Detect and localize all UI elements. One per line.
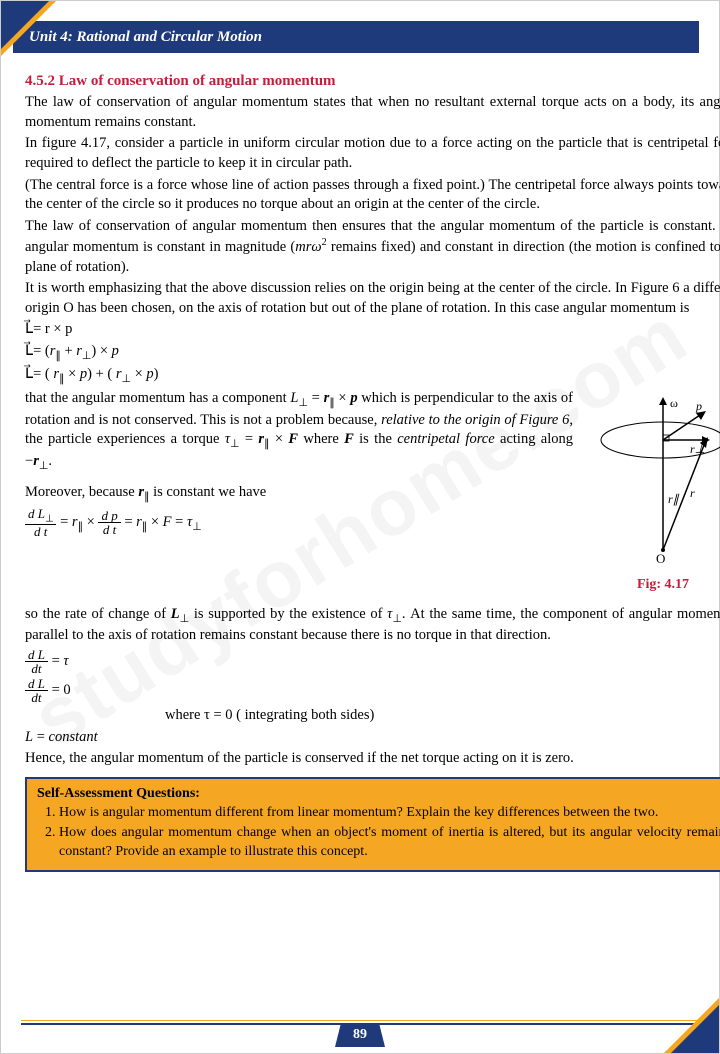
unit-title: Unit 4: Rational and Circular Motion xyxy=(29,29,262,46)
footer-rule-gold xyxy=(21,1020,699,1021)
paragraph: so the rate of change of L⊥ is supported… xyxy=(25,605,720,646)
equation: d Ldt = τ xyxy=(25,648,720,675)
corner-decoration-tl-navy xyxy=(1,1,49,49)
paragraph: In figure 4.17, consider a particle in u… xyxy=(25,134,720,173)
unit-header: Unit 4: Rational and Circular Motion xyxy=(13,21,699,53)
label-p: p xyxy=(695,399,702,413)
section-heading: 4.5.2 Law of conservation of angular mom… xyxy=(25,71,720,91)
equation: L⃗= (r∥ + r⊥) × p xyxy=(25,342,720,364)
page: Unit 4: Rational and Circular Motion stu… xyxy=(0,0,720,1054)
equation: L = constant xyxy=(25,728,720,748)
paragraph: It is worth emphasizing that the above d… xyxy=(25,279,720,318)
equation: L⃗= ( r∥ × p) + ( r⊥ × p) xyxy=(25,365,720,387)
equation: d Ldt = 0 xyxy=(25,677,720,704)
paragraph: The law of conservation of angular momen… xyxy=(25,217,720,278)
paragraph: Hence, the angular momentum of the parti… xyxy=(25,749,720,769)
qa-question-2: How does angular momentum change when an… xyxy=(59,824,720,862)
label-O: O xyxy=(656,551,665,566)
page-number: 89 xyxy=(335,1023,385,1047)
figure-caption: Fig: 4.17 xyxy=(583,576,720,595)
label-rpar: r∥ xyxy=(668,492,680,506)
label-omega: ω xyxy=(670,396,678,410)
self-assessment-box: Self-Assessment Questions: How is angula… xyxy=(25,777,720,873)
diagram-svg: ω p r⊥ r∥ r O xyxy=(588,395,720,570)
qa-title: Self-Assessment Questions: xyxy=(37,785,720,804)
figure-4-17: ω p r⊥ r∥ r O Fig: 4.17 xyxy=(583,395,720,595)
label-r: r xyxy=(690,486,695,500)
qa-question-1: How is angular momentum different from l… xyxy=(59,804,720,823)
equation: L⃗= r × p xyxy=(25,320,720,340)
paragraph: (The central force is a force whose line… xyxy=(25,176,720,215)
equation-note: where τ = 0 ( integrating both sides) xyxy=(165,706,720,726)
corner-decoration-br-navy xyxy=(671,1005,719,1053)
main-content: 4.5.2 Law of conservation of angular mom… xyxy=(25,71,720,872)
paragraph: The law of conservation of angular momen… xyxy=(25,93,720,132)
